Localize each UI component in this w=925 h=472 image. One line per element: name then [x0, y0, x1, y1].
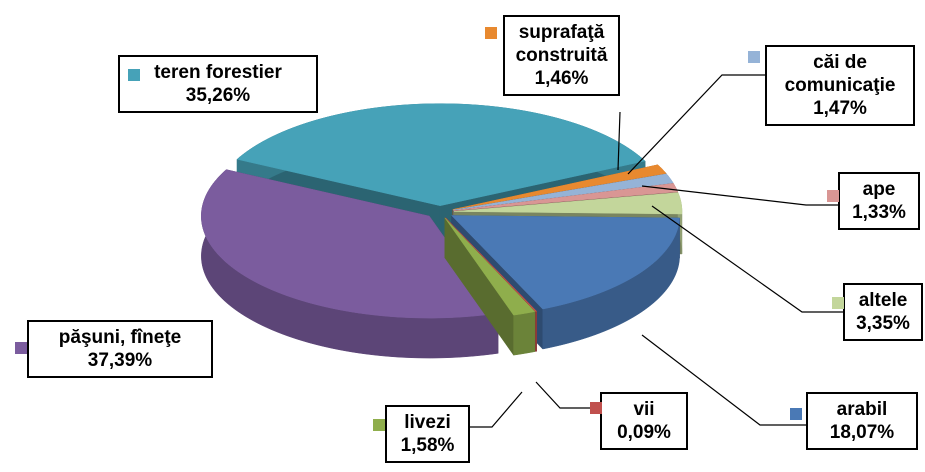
- legend-swatch: [790, 408, 802, 420]
- slice-wall: [535, 310, 537, 352]
- value-label: 37,39%: [87, 350, 153, 371]
- value-label: 3,35%: [856, 313, 910, 334]
- leader-line: [641, 334, 806, 426]
- category-label: teren forestier: [154, 62, 282, 83]
- slice: [444, 217, 536, 316]
- category-label: păşuni, fîneţe: [58, 327, 182, 348]
- leader-line: [627, 74, 765, 175]
- category-label: altele: [858, 290, 908, 311]
- slice: [444, 217, 536, 356]
- data-label: altele 3,35%: [832, 283, 923, 341]
- category-label: suprafaţă construită: [515, 22, 608, 66]
- data-label: arabil 18,07%: [790, 392, 918, 450]
- legend-swatch: [590, 402, 602, 414]
- data-label: păşuni, fîneţe 37,39%: [15, 320, 213, 378]
- legend-swatch: [748, 51, 760, 63]
- value-label: 1,47%: [813, 98, 867, 119]
- data-label: livezi 1,58%: [373, 405, 470, 463]
- value-label: 1,33%: [852, 202, 906, 223]
- leader-line: [641, 185, 838, 206]
- value-label: 1,58%: [400, 435, 455, 456]
- legend-swatch: [827, 190, 839, 202]
- slice: [201, 169, 499, 319]
- legend-swatch: [832, 297, 844, 309]
- category-label: căi de comunicaţie: [784, 52, 896, 96]
- slice: [453, 173, 674, 211]
- slice: [451, 215, 680, 310]
- slice: [445, 217, 538, 312]
- data-label: ape 1,33%: [827, 172, 920, 230]
- data-label: teren forestier 35,26%: [118, 55, 318, 113]
- data-label: vii 0,09%: [590, 392, 688, 450]
- value-label: 18,07%: [829, 422, 895, 443]
- slice: [452, 164, 667, 210]
- leader-line: [617, 111, 621, 171]
- category-label: vii: [633, 399, 655, 420]
- value-label: 0,09%: [617, 422, 671, 443]
- legend-swatch: [373, 419, 385, 431]
- value-label: 1,46%: [534, 68, 589, 89]
- category-label: ape: [862, 179, 896, 200]
- slice-wall: [513, 311, 536, 356]
- leader-line: [651, 205, 843, 313]
- slice: [453, 192, 683, 215]
- slice: [236, 103, 646, 206]
- category-label: arabil: [836, 399, 888, 420]
- legend-swatch: [485, 27, 497, 39]
- leader-line: [535, 381, 600, 409]
- legend-swatch: [15, 342, 27, 354]
- category-label: livezi: [404, 412, 451, 433]
- leader-line: [470, 391, 523, 428]
- data-label: căi de comunicaţie 1,47%: [748, 45, 915, 126]
- legend-swatch: [128, 69, 140, 81]
- data-label: suprafaţă construită 1,46%: [485, 15, 620, 96]
- slice: [453, 183, 679, 211]
- value-label: 35,26%: [185, 85, 251, 106]
